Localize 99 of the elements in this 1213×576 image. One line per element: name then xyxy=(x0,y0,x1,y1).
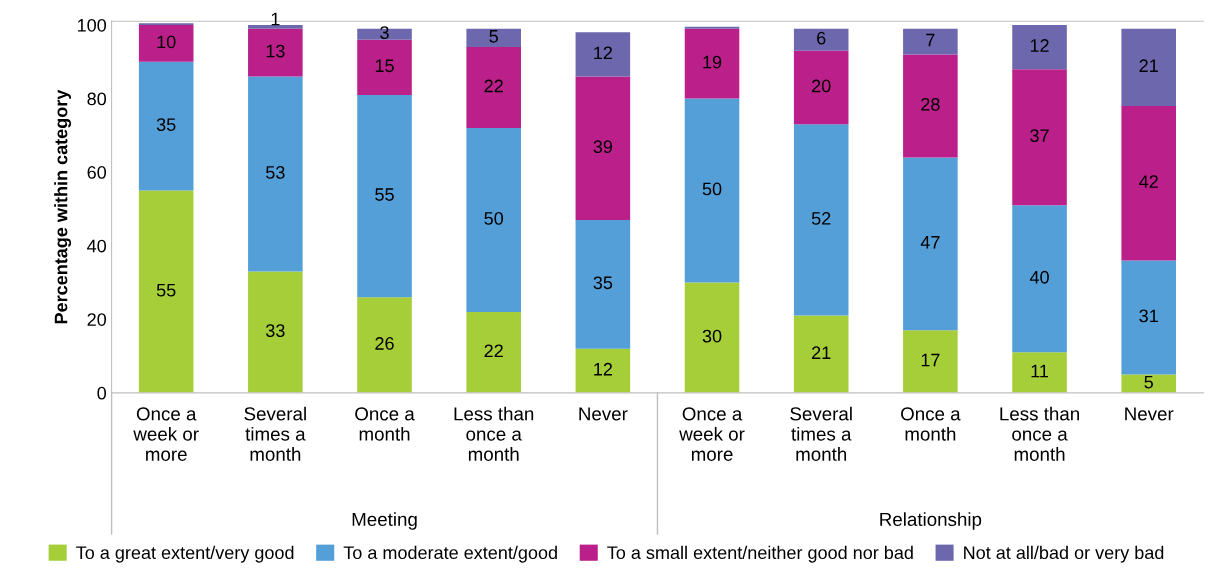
data-label: 40 xyxy=(1029,270,1049,284)
x-tick-label: Never xyxy=(1125,407,1174,421)
data-label: 42 xyxy=(1139,175,1158,188)
bar xyxy=(357,94,412,298)
data-label: 52 xyxy=(811,212,831,225)
y-tick-label: 0 xyxy=(97,386,107,400)
bar xyxy=(248,271,303,393)
bar xyxy=(248,76,303,272)
data-label: 53 xyxy=(266,166,285,179)
data-label: 6 xyxy=(817,31,826,45)
data-label: 35 xyxy=(593,276,613,290)
bar xyxy=(575,348,631,393)
bar xyxy=(357,28,412,40)
bar xyxy=(903,54,958,158)
x-tick-label: Several times a month xyxy=(244,406,306,461)
legend-label: To a great extent/very good xyxy=(76,545,294,563)
bar xyxy=(248,24,303,29)
legend-label: To a small extent/neither good nor bad xyxy=(607,545,913,563)
data-label: 12 xyxy=(594,46,612,60)
bar xyxy=(1012,205,1067,353)
data-label: 21 xyxy=(812,346,831,359)
data-label: 19 xyxy=(703,55,722,69)
bar xyxy=(466,127,521,312)
x-tick-label: Once a week or more xyxy=(679,407,745,461)
x-tick-label: Several times a month xyxy=(790,406,852,461)
bar xyxy=(1121,374,1176,393)
y-tick-label: 20 xyxy=(87,313,107,326)
data-label: 15 xyxy=(375,59,394,73)
bar xyxy=(903,330,958,393)
text: Meeting xyxy=(352,512,417,530)
data-label: 55 xyxy=(375,188,394,201)
data-label: 35 xyxy=(156,118,176,131)
data-label: 10 xyxy=(157,35,176,49)
data-label: 47 xyxy=(920,236,940,249)
bar xyxy=(903,28,958,55)
data-label: 22 xyxy=(484,79,503,93)
legend-label: To a moderate extent/good xyxy=(343,545,557,563)
bar xyxy=(793,315,849,393)
data-label: 11 xyxy=(1031,364,1049,378)
bar xyxy=(793,124,849,316)
bar xyxy=(357,39,412,95)
data-label: 1 xyxy=(271,12,280,26)
bar xyxy=(138,61,194,191)
y-tick-label: 60 xyxy=(87,166,107,179)
y-axis-title: Percentage within category xyxy=(54,89,72,324)
data-label: 39 xyxy=(593,140,613,154)
bar xyxy=(684,98,740,283)
y-tick-label: 40 xyxy=(87,239,107,253)
data-label: 20 xyxy=(812,79,831,93)
data-label: 7 xyxy=(926,33,935,47)
x-tick-label: Less than once a month xyxy=(1000,406,1079,461)
bar xyxy=(138,190,194,393)
bar xyxy=(466,311,521,393)
data-label: 28 xyxy=(921,97,940,111)
bar xyxy=(138,24,194,62)
data-label: 12 xyxy=(1030,39,1049,52)
bar xyxy=(793,28,849,51)
bar xyxy=(1121,28,1176,106)
data-label: 30 xyxy=(702,329,722,343)
bar xyxy=(357,297,412,393)
data-label: 5 xyxy=(489,30,498,43)
bar xyxy=(1121,260,1176,375)
data-label: 50 xyxy=(484,212,504,225)
bar xyxy=(684,282,740,393)
y-tick-label: 80 xyxy=(87,92,107,106)
data-label: 3 xyxy=(380,26,389,40)
x-tick-label: Never xyxy=(579,407,628,421)
bar xyxy=(575,219,631,349)
x-tick-label: Once a month xyxy=(355,407,415,441)
legend-label: Not at all/bad or very bad xyxy=(964,545,1164,563)
bar xyxy=(248,28,303,77)
data-label: 22 xyxy=(484,344,503,358)
bar xyxy=(1012,352,1067,393)
bar xyxy=(575,32,631,77)
data-label: 33 xyxy=(266,324,285,337)
data-label: 13 xyxy=(266,44,285,58)
x-tick-label: Once a month xyxy=(901,407,961,441)
data-label: 37 xyxy=(1030,129,1049,143)
y-tick-label: 100 xyxy=(77,18,107,32)
data-label: 50 xyxy=(702,182,722,196)
data-label: 21 xyxy=(1139,59,1158,72)
data-label: 26 xyxy=(375,337,394,350)
bar xyxy=(1121,105,1176,261)
x-tick-label: Less than once a month xyxy=(454,406,534,461)
bar xyxy=(575,76,631,220)
bar xyxy=(684,28,740,99)
bar xyxy=(793,50,849,125)
data-label: 12 xyxy=(594,362,612,376)
bar xyxy=(1012,69,1067,206)
bar xyxy=(466,47,521,128)
data-label: 55 xyxy=(156,283,176,297)
data-label: 17 xyxy=(921,353,940,367)
x-tick-label: Once a week or more xyxy=(133,407,199,461)
bar xyxy=(903,157,958,331)
data-label: 31 xyxy=(1139,309,1158,323)
bar xyxy=(1012,24,1067,70)
data-label: 5 xyxy=(1144,375,1153,389)
bar xyxy=(466,28,521,48)
text: Relationship xyxy=(880,512,982,530)
